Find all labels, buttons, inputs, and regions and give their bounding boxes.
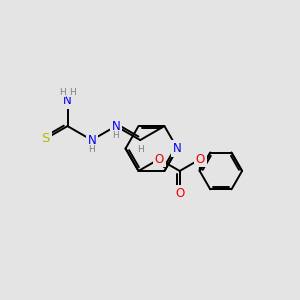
Text: N: N bbox=[87, 134, 96, 147]
Text: H: H bbox=[70, 88, 76, 97]
Text: H: H bbox=[88, 145, 95, 154]
Text: H: H bbox=[112, 131, 119, 140]
Text: N: N bbox=[112, 120, 120, 133]
Text: O: O bbox=[196, 153, 205, 166]
Text: S: S bbox=[41, 132, 50, 145]
Text: O: O bbox=[175, 187, 184, 200]
Text: H: H bbox=[59, 88, 66, 97]
Text: N: N bbox=[173, 142, 182, 155]
Text: H: H bbox=[137, 145, 144, 154]
Text: O: O bbox=[154, 153, 164, 166]
Text: N: N bbox=[63, 94, 72, 107]
